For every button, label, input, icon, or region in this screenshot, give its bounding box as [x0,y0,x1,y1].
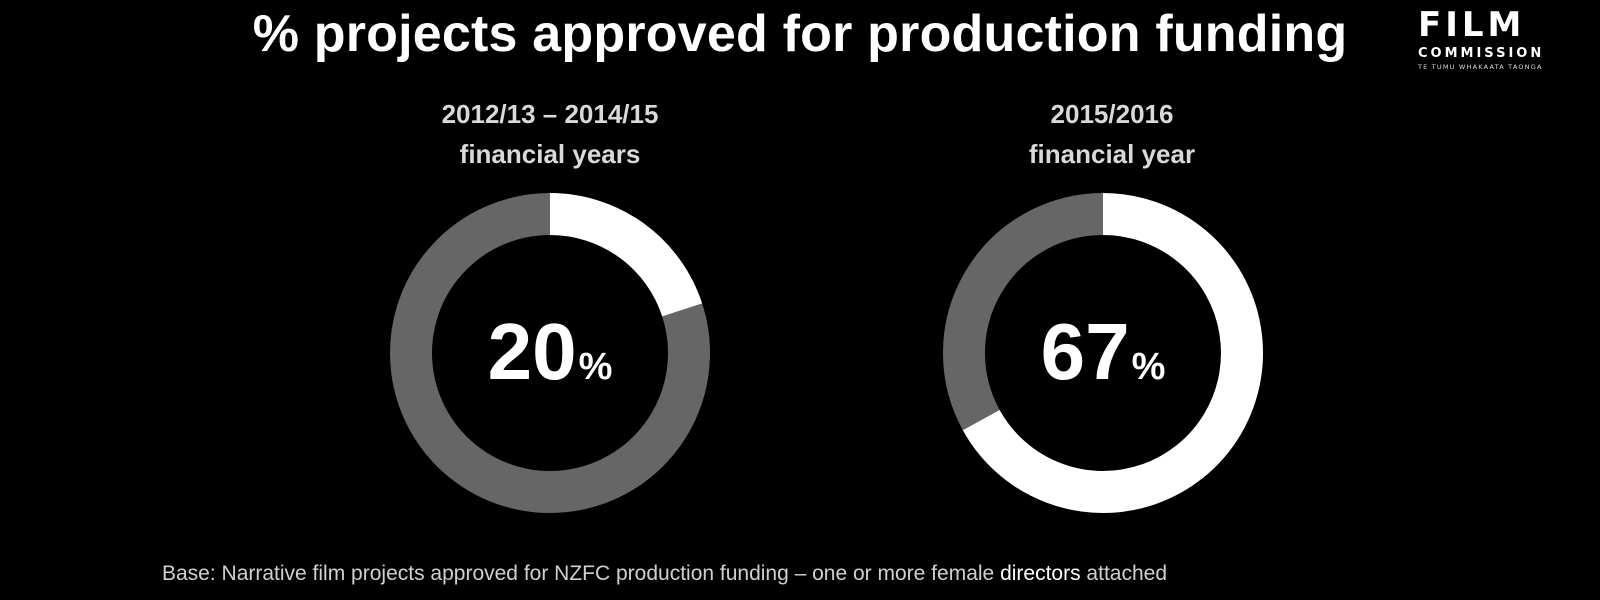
donut-slice-remainder [390,193,710,513]
period-label-left: 2012/13 – 2014/15 financial years [340,94,760,174]
footnote-highlight: directors [1000,562,1081,585]
donut-value-unit: % [579,346,613,388]
donut-slice-highlight [962,193,1263,513]
logo-commission-text: COMMISSION [1418,46,1545,61]
donut-value-unit: % [1132,346,1166,388]
period-left-line-1: 2012/13 – 2014/15 [441,99,659,129]
logo-tagline-text: TE TUMU WHAKAATA TAONGA [1418,63,1543,71]
logo-film-text: FILM [1418,5,1526,45]
footnote-suffix: attached [1080,562,1167,585]
period-label-right: 2015/2016 financial year [902,94,1322,174]
period-right-line-2: financial year [1028,139,1196,169]
donut-slice-highlight [549,193,703,318]
donut-charts: 20% 67% [390,193,1263,513]
footnote: Base: Narrative film projects approved f… [162,560,1167,588]
donut-value-label: 20% [488,307,613,396]
page-title: % projects approved for production fundi… [252,5,1348,63]
period-right-line-1: 2015/2016 [1050,99,1174,129]
donut-value-number: 67 [1041,307,1130,396]
donut-slice-remainder [943,193,1104,431]
film-commission-logo: FILM COMMISSION TE TUMU WHAKAATA TAONGA [1418,6,1568,72]
donut-chart-2012-2015: 20% [390,193,710,513]
donut-value-number: 20 [488,307,577,396]
footnote-prefix: Base: Narrative film projects approved f… [162,562,1001,585]
period-left-line-2: financial years [459,139,641,169]
donut-value-label: 67% [1041,307,1166,396]
donut-chart-2015-2016: 67% [943,193,1263,513]
